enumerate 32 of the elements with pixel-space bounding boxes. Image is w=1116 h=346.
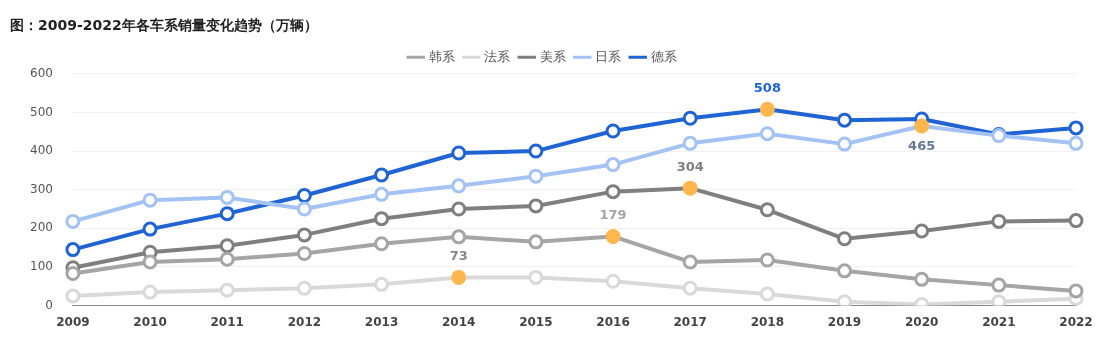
legend-label: 法系 bbox=[484, 48, 511, 64]
x-tick-label: 2016 bbox=[596, 314, 630, 329]
x-tick-label: 2018 bbox=[750, 314, 785, 329]
x-tick-label: 2014 bbox=[442, 314, 476, 329]
y-tick-label: 200 bbox=[30, 220, 53, 235]
x-tick-label: 2020 bbox=[904, 314, 939, 329]
legend-label: 美系 bbox=[539, 48, 566, 64]
data-label: 304 bbox=[676, 159, 704, 175]
x-tick-label: 2010 bbox=[133, 314, 167, 329]
x-tick-label: 2021 bbox=[982, 314, 1016, 329]
data-label: 179 bbox=[599, 207, 627, 223]
y-tick-label: 600 bbox=[30, 65, 53, 80]
y-tick-label: 0 bbox=[45, 297, 53, 312]
y-tick-label: 100 bbox=[30, 259, 53, 274]
data-label: 508 bbox=[753, 80, 781, 96]
legend-label: 韩系 bbox=[428, 48, 455, 64]
x-tick-label: 2022 bbox=[1059, 314, 1093, 329]
legend-label: 德系 bbox=[650, 48, 677, 64]
data-label: 465 bbox=[908, 137, 936, 153]
y-tick-label: 500 bbox=[30, 104, 53, 119]
chart-title: 图：2009-2022年各车系销量变化趋势（万辆） bbox=[10, 17, 318, 34]
x-tick-label: 2017 bbox=[673, 314, 707, 329]
x-tick-label: 2015 bbox=[519, 314, 553, 329]
x-tick-label: 2011 bbox=[210, 314, 244, 329]
legend-label: 日系 bbox=[595, 48, 622, 64]
data-label: 73 bbox=[449, 248, 468, 264]
x-tick-label: 2012 bbox=[287, 314, 322, 329]
x-tick-label: 2013 bbox=[364, 314, 399, 329]
y-tick-label: 400 bbox=[30, 143, 53, 158]
x-tick-label: 2019 bbox=[827, 314, 862, 329]
x-tick-label: 2009 bbox=[56, 314, 90, 329]
y-tick-label: 300 bbox=[30, 181, 53, 196]
